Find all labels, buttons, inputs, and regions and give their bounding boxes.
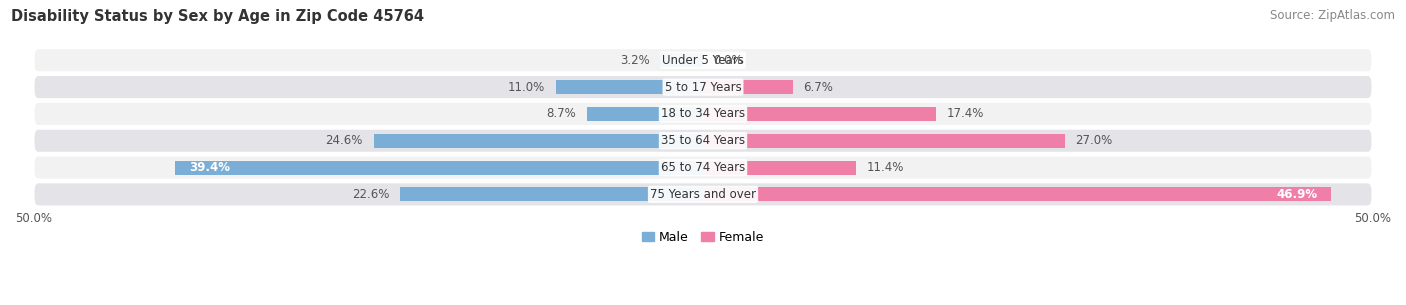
Text: 6.7%: 6.7%: [803, 81, 834, 94]
Bar: [703, 107, 936, 121]
Bar: [703, 161, 856, 174]
Text: 27.0%: 27.0%: [1076, 134, 1112, 147]
Text: 3.2%: 3.2%: [620, 54, 650, 67]
Text: 24.6%: 24.6%: [326, 134, 363, 147]
FancyBboxPatch shape: [34, 156, 1372, 180]
Text: 65 to 74 Years: 65 to 74 Years: [661, 161, 745, 174]
Text: 17.4%: 17.4%: [946, 107, 984, 120]
FancyBboxPatch shape: [34, 75, 1372, 99]
FancyBboxPatch shape: [34, 48, 1372, 72]
Bar: [703, 187, 1331, 201]
Bar: [703, 80, 793, 94]
Text: Under 5 Years: Under 5 Years: [662, 54, 744, 67]
Bar: [586, 107, 703, 121]
Text: 0.0%: 0.0%: [714, 54, 744, 67]
Bar: [555, 80, 703, 94]
Text: 39.4%: 39.4%: [188, 161, 229, 174]
Text: 22.6%: 22.6%: [353, 188, 389, 201]
Text: 46.9%: 46.9%: [1277, 188, 1317, 201]
Text: Disability Status by Sex by Age in Zip Code 45764: Disability Status by Sex by Age in Zip C…: [11, 9, 425, 24]
Text: 5 to 17 Years: 5 to 17 Years: [665, 81, 741, 94]
Bar: [661, 53, 703, 67]
Bar: [176, 161, 703, 174]
Text: 75 Years and over: 75 Years and over: [650, 188, 756, 201]
Text: 35 to 64 Years: 35 to 64 Years: [661, 134, 745, 147]
Text: Source: ZipAtlas.com: Source: ZipAtlas.com: [1270, 9, 1395, 22]
FancyBboxPatch shape: [34, 129, 1372, 153]
Text: 11.0%: 11.0%: [508, 81, 546, 94]
FancyBboxPatch shape: [34, 102, 1372, 126]
Bar: [374, 134, 703, 148]
Bar: [401, 187, 703, 201]
Text: 8.7%: 8.7%: [546, 107, 576, 120]
Legend: Male, Female: Male, Female: [637, 226, 769, 249]
Text: 11.4%: 11.4%: [866, 161, 904, 174]
Bar: [703, 134, 1064, 148]
Text: 18 to 34 Years: 18 to 34 Years: [661, 107, 745, 120]
FancyBboxPatch shape: [34, 182, 1372, 206]
